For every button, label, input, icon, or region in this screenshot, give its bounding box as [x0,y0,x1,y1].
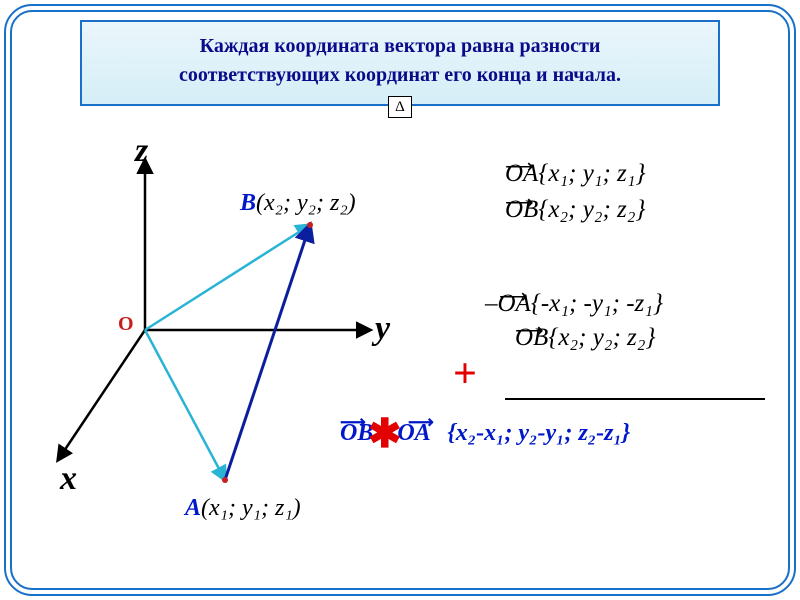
vector-OA [145,330,225,480]
point-B-dot [307,222,313,228]
formula-negOA: –⟶OA{-x₁; -y₁; -z₁} [485,290,800,318]
OB-body: {x₂; y₂; z₂} [538,196,645,223]
sum-rule-line [505,398,765,400]
arrow-over-icon: ⟶ [505,154,532,179]
origin-label: O [118,313,134,336]
star-icon: ✱ [368,410,402,457]
negOA-prefix: – [485,290,498,317]
z-axis-label: z [135,132,148,170]
point-A-coords: (x₁; y₁; z₁) [201,495,301,521]
vector-OB [145,225,310,330]
arrow-over-icon: ⟶ [505,190,532,215]
x-axis [58,330,145,460]
OA-body: {x₁; y₁; z₁} [538,160,645,187]
OB2-body: {x₂; y₂; z₂} [548,324,655,351]
title-line-1: Каждая координата вектора равна разности [100,32,700,61]
point-A-label: A(x₁; y₁; z₁) [185,495,301,522]
negOA-body: {-x₁; -y₁; -z₁} [531,290,663,317]
plus-sign: + [453,350,477,398]
result-body: {x₂-x₁; y₂-y₁; z₂-z₁} [447,420,630,446]
point-B-coords: (x₂; y₂; z₂) [256,190,356,216]
y-axis-label: y [375,310,390,348]
vector-AB [225,225,310,480]
formula-OB2: ⟶ OB{x₂; y₂; z₂} [515,324,800,352]
arrow-over-icon: ⟶ [499,284,526,309]
coordinate-diagram: z y x O B(x₂; y₂; z₂) A(x₁; y₁; z₁) [30,130,430,560]
point-B-letter: B [240,190,256,216]
point-A-letter: A [185,495,201,521]
title-box: Каждая координата вектора равна разности… [80,20,720,106]
arrow-over-icon: ⟶ [408,412,434,433]
arrow-over-icon: ⟶ [515,318,542,343]
formula-OB: ⟶ OB{x₂; y₂; z₂} [505,196,800,224]
x-axis-label: x [60,460,77,498]
point-A-dot [222,477,228,483]
formula-OA: ⟶ OA{x₁; y₁; z₁} [505,160,800,188]
formula-result: ⟶ ⟶ OB – OA ✱ {x₂-x₁; y₂-y₁; z₂-z₁} [340,420,630,447]
point-B-label: B(x₂; y₂; z₂) [240,190,356,217]
arrow-over-icon: ⟶ [340,412,366,433]
formula-block: ⟶ OA{x₁; y₁; z₁} ⟶ OB{x₂; y₂; z₂} –⟶OA{-… [475,160,790,358]
title-line-2: соответствующих координат его конца и на… [100,61,700,90]
delta-marker: Δ [388,96,412,118]
